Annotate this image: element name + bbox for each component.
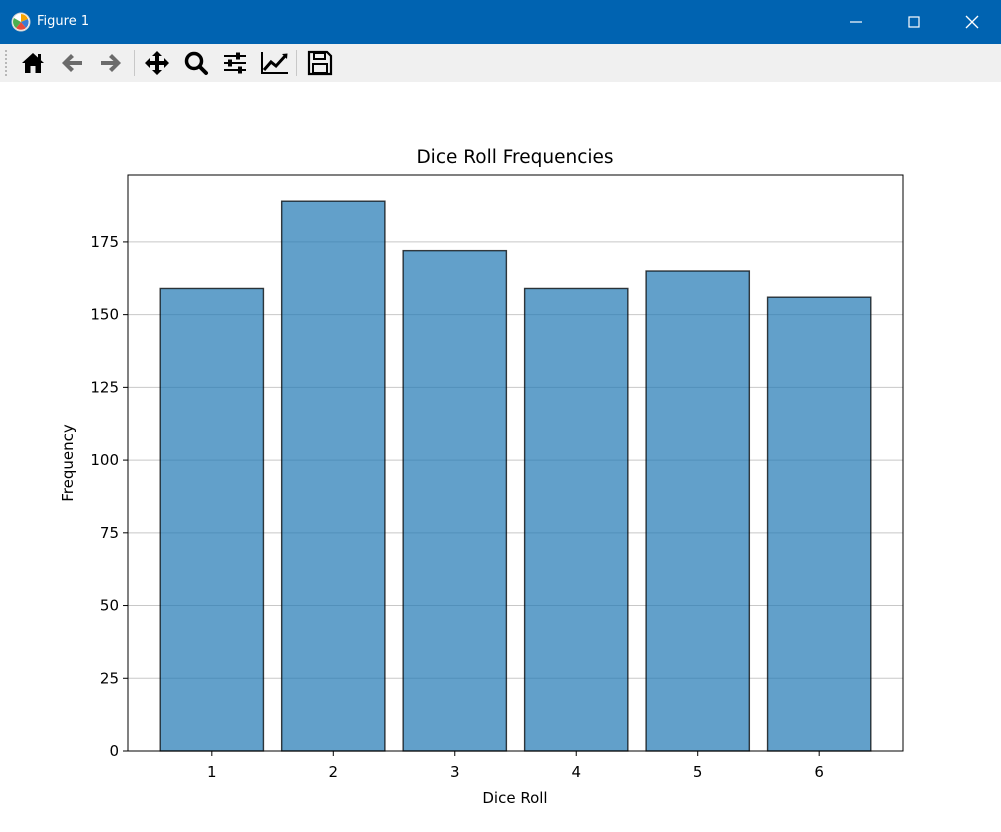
pan-move-icon xyxy=(145,51,169,75)
toolbar-separator xyxy=(134,50,135,76)
bar-5 xyxy=(645,270,751,752)
zoom-button[interactable] xyxy=(181,48,211,78)
navigation-toolbar xyxy=(0,44,1001,83)
x-tick-label: 3 xyxy=(450,763,460,781)
subplots-button[interactable] xyxy=(220,48,250,78)
y-tick-label: 50 xyxy=(100,597,119,615)
x-tick-label: 5 xyxy=(693,763,703,781)
forward-arrow-icon xyxy=(101,54,121,72)
minimize-icon xyxy=(850,21,862,23)
bar-2 xyxy=(280,200,386,752)
matplotlib-logo-icon xyxy=(11,12,31,32)
edit-axis-button[interactable] xyxy=(258,48,288,78)
y-tick-label: 0 xyxy=(109,742,119,760)
home-button[interactable] xyxy=(18,48,48,78)
bar-4 xyxy=(523,287,629,752)
save-floppy-icon xyxy=(307,50,333,76)
back-arrow-icon xyxy=(62,54,82,72)
bar-1 xyxy=(159,287,265,752)
x-tick-label: 2 xyxy=(329,763,339,781)
y-axis-ticks: 0 25 50 75 100 125 150 175 xyxy=(90,233,128,760)
y-tick-label: 75 xyxy=(100,524,119,542)
bar-3 xyxy=(402,249,508,752)
subplots-config-icon xyxy=(224,52,246,74)
back-button[interactable] xyxy=(57,48,87,78)
y-axis-label: Frequency xyxy=(59,424,77,502)
y-tick-label: 125 xyxy=(90,378,119,396)
edit-axis-icon xyxy=(261,52,288,74)
y-tick-label: 25 xyxy=(100,669,119,687)
x-tick-label: 6 xyxy=(814,763,824,781)
maximize-icon xyxy=(908,16,920,28)
bar-chart: 0 25 50 75 100 125 150 175 1 2 3 4 5 6 Dice Roll Fre… xyxy=(0,82,1001,832)
window-title: Figure 1 xyxy=(37,14,90,29)
x-axis-ticks: 1 2 3 4 5 6 xyxy=(207,751,824,781)
close-button[interactable] xyxy=(943,0,1001,44)
y-tick-label: 150 xyxy=(90,306,119,324)
x-tick-label: 1 xyxy=(207,763,217,781)
y-tick-label: 175 xyxy=(90,233,119,251)
toolbar-grip[interactable] xyxy=(5,50,7,76)
maximize-button[interactable] xyxy=(885,0,943,44)
title-bar: Figure 1 xyxy=(0,0,1001,44)
axes-frame xyxy=(127,174,904,752)
bar-6 xyxy=(766,296,872,752)
home-icon xyxy=(22,53,44,73)
close-icon xyxy=(965,15,979,29)
save-button[interactable] xyxy=(305,48,335,78)
x-axis-label: Dice Roll xyxy=(482,789,547,807)
y-tick-label: 100 xyxy=(90,451,119,469)
chart-title: Dice Roll Frequencies xyxy=(416,147,613,168)
x-tick-label: 4 xyxy=(571,763,581,781)
zoom-magnifier-icon xyxy=(184,51,208,75)
forward-button[interactable] xyxy=(96,48,126,78)
toolbar-separator xyxy=(296,50,297,76)
bars xyxy=(159,200,872,752)
pan-button[interactable] xyxy=(142,48,172,78)
minimize-button[interactable] xyxy=(827,0,885,44)
